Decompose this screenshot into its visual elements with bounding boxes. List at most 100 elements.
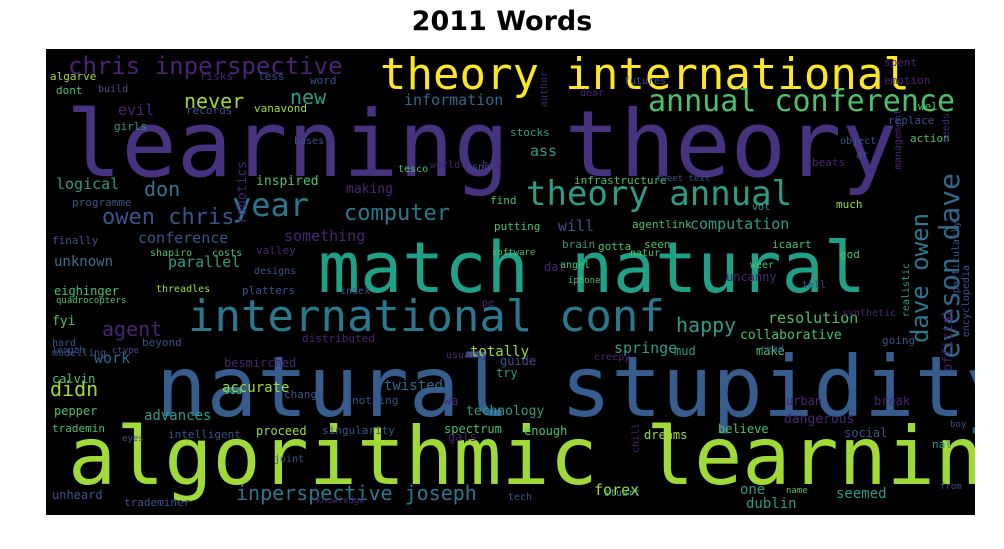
word-beats: beats xyxy=(812,156,846,169)
word-index: index xyxy=(340,286,371,297)
word-modelling: modelling xyxy=(52,348,107,359)
word-build: build xyxy=(98,84,129,95)
word-springe: springe xyxy=(614,339,678,357)
word-gotta: gotta xyxy=(598,240,632,253)
word-computer: computer xyxy=(344,201,450,226)
word-tesco: tesco xyxy=(398,164,429,175)
word-infrastructure: infrastructure xyxy=(574,174,667,187)
word-platters: platters xyxy=(242,284,295,297)
word-conference: conference xyxy=(138,229,229,247)
word-ass: ass xyxy=(530,142,558,160)
word-wa: wa xyxy=(444,394,459,408)
word-beyond: beyond xyxy=(142,336,182,349)
word-nal: nal xyxy=(932,438,952,451)
word-word: word xyxy=(310,74,337,87)
word-distributed: distributed xyxy=(302,332,375,345)
word-break: break xyxy=(874,394,911,408)
word-brain: brain xyxy=(562,238,596,251)
word-via: via xyxy=(224,386,243,397)
word-proceed: proceed xyxy=(256,424,307,438)
word-try: try xyxy=(496,366,518,380)
word-replace: replace xyxy=(888,114,935,127)
word-dat: dat xyxy=(544,260,566,274)
word-iphone: iphone xyxy=(568,276,601,286)
word-read: read xyxy=(760,344,785,355)
word-seen: seen xyxy=(644,238,671,251)
word-girls: girls xyxy=(114,120,148,133)
word-find: find xyxy=(490,194,517,207)
word-annual-conference: annual conference xyxy=(648,84,956,119)
word-name: name xyxy=(786,486,808,496)
word-nothing: nothing xyxy=(352,394,399,407)
word-putting: putting xyxy=(494,220,541,233)
word-owen-chris: owen chris xyxy=(102,205,235,230)
word-didn: didn xyxy=(50,377,99,401)
word-hard: hard xyxy=(52,338,77,349)
word-year: year xyxy=(232,186,310,224)
word-encyclopedia: encyclopedia xyxy=(961,265,972,338)
word-shapiro: shapiro xyxy=(150,248,193,259)
word-angel: angel xyxy=(560,260,591,271)
word-unheard: unheard xyxy=(52,488,103,502)
word-accurate: accurate xyxy=(222,380,290,396)
word-author: author xyxy=(539,71,550,108)
word-stocks: stocks xyxy=(510,126,550,139)
word-snut: snut xyxy=(472,162,497,173)
word-less: less xyxy=(258,70,285,83)
word-realistic: realistic xyxy=(901,263,912,318)
word-making: making xyxy=(346,182,393,197)
word-intelligent: intelligent xyxy=(168,428,241,441)
word-gals: gals xyxy=(448,430,477,444)
word-dreams: dreams xyxy=(644,428,688,442)
word-singularity: singularity xyxy=(322,424,395,437)
word-mud: mud xyxy=(674,344,696,358)
word-designs: designs xyxy=(254,266,297,277)
word-computation: computation xyxy=(690,215,790,233)
word-eyes: eyes xyxy=(122,434,144,444)
word-parallel: parallel xyxy=(168,253,241,271)
word-needs: needs xyxy=(941,113,952,144)
word-enough: enough xyxy=(524,424,568,438)
word-spectrum: spectrum xyxy=(444,422,502,436)
word-tweet-text: tweet text xyxy=(656,174,711,184)
word-boy: boy xyxy=(950,420,967,430)
word-vol: vol xyxy=(752,202,771,213)
word-theory-annual: theory annual xyxy=(526,174,793,214)
word-eighinger: eighinger xyxy=(54,284,120,298)
word-tech: tech xyxy=(508,492,533,503)
word-futures: futures xyxy=(624,76,667,87)
word-trademin: trademin xyxy=(52,422,105,435)
word-agentlink: agentlink xyxy=(632,218,692,231)
word-risks: risks xyxy=(200,70,234,83)
word-information: information xyxy=(404,91,504,109)
word-stuart: stuart xyxy=(604,488,641,499)
word-bases: bases xyxy=(294,136,325,147)
word-algorithmic-learning: algorithmic learning xyxy=(68,410,975,503)
word-twisted: twisted xyxy=(384,378,444,394)
word-make: make xyxy=(756,344,785,358)
word-uncanny: uncanny xyxy=(726,270,777,284)
word-usually: usually xyxy=(446,350,489,361)
word-creepy: creepy xyxy=(594,352,631,363)
word-new: new xyxy=(290,85,327,109)
word-records: records xyxy=(186,104,233,117)
word-technology: technology xyxy=(466,404,545,419)
word-agent: agent xyxy=(102,317,163,341)
word-theory-international: theory international xyxy=(380,49,910,100)
word-change: change xyxy=(284,388,324,401)
word-advances: advances xyxy=(144,408,212,424)
word-cloud: learning theory natural stupidity algorith… xyxy=(46,49,975,515)
word-dangerous: dangerous xyxy=(784,412,855,427)
word-resolution: resolution xyxy=(768,309,859,327)
word-believe: believe xyxy=(718,422,769,436)
word-spent: spent xyxy=(884,56,918,69)
word-unknown: unknown xyxy=(54,254,114,270)
word-natur: natur xyxy=(630,248,661,259)
word-trademiner: trademiner xyxy=(124,496,191,509)
word-object: object xyxy=(840,136,877,147)
word-international-conf: international conf xyxy=(188,291,665,342)
word-forex: forex xyxy=(594,481,640,499)
word-weer: weer xyxy=(750,260,775,271)
word-robotics: robotics xyxy=(235,161,250,224)
word-pe: pe xyxy=(482,298,495,309)
